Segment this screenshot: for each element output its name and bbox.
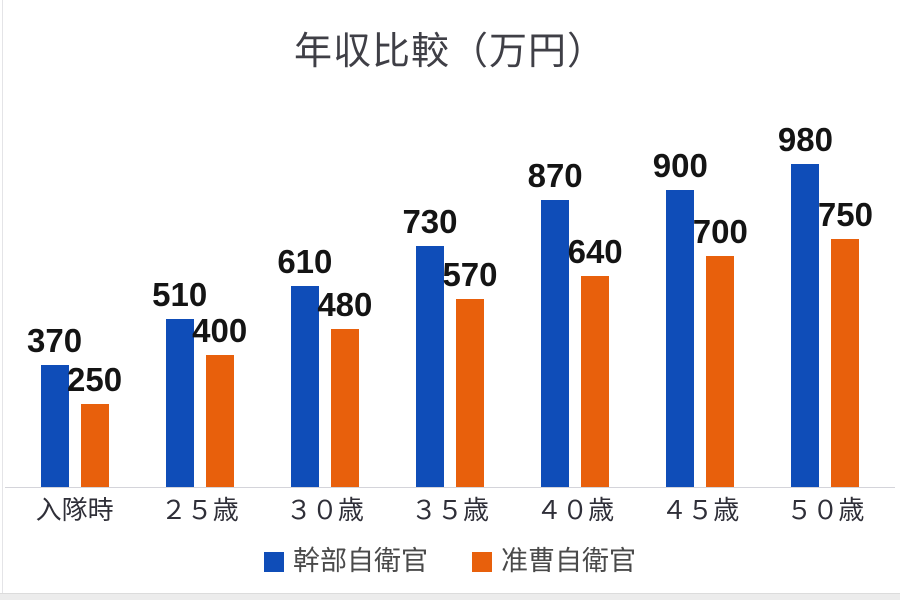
category-slot: 980 750 <box>763 0 888 487</box>
bar-value-label: 400 <box>192 312 248 349</box>
bar-pair: 610 480 <box>277 245 372 487</box>
bar-value-label: 480 <box>317 286 373 323</box>
legend-label: 准曹自衛官 <box>501 546 636 576</box>
bar-value-label: 870 <box>527 157 583 194</box>
legend-label: 幹部自衛官 <box>293 546 428 576</box>
bar-series-0: 370 <box>27 324 82 487</box>
bar-pair: 730 570 <box>402 205 498 487</box>
bar-value-label: 250 <box>67 361 123 398</box>
legend-item-enlisted: 准曹自衛官 <box>472 548 636 575</box>
legend: 幹部自衛官 准曹自衛官 <box>0 548 900 575</box>
bar-series-1: 700 <box>693 215 748 487</box>
legend-swatch-blue-icon <box>264 551 284 572</box>
bar-series-0: 730 <box>402 205 458 487</box>
x-axis-label: ２５歳 <box>160 495 239 525</box>
bar-value-label: 900 <box>652 147 708 184</box>
x-axis-label: ５０歳 <box>786 495 865 525</box>
category-slot: 870 640 <box>513 0 638 487</box>
x-axis-label: ４０歳 <box>536 495 615 525</box>
bar-series-1: 400 <box>192 314 247 487</box>
bar-series-0: 980 <box>778 123 833 487</box>
category-slot: 730 570 <box>387 0 512 487</box>
bar-pair: 900 700 <box>653 149 748 487</box>
bar-pair: 510 400 <box>152 278 247 487</box>
bar-value-label: 570 <box>442 256 498 293</box>
category-slot: 610 480 <box>262 0 387 487</box>
bar-value-label: 610 <box>277 243 333 280</box>
plot-area: 370 250 510 400 610 480 730 570 870 640 900 700 980 7… <box>12 0 888 487</box>
bar-value-label: 730 <box>402 203 458 240</box>
bar-series-0: 900 <box>653 149 708 487</box>
bar-value-label: 980 <box>777 121 833 158</box>
category-slot: 900 700 <box>638 0 763 487</box>
bar-value-label: 640 <box>567 233 623 270</box>
x-axis-label: ３５歳 <box>410 495 489 525</box>
footer-strip <box>0 593 900 600</box>
x-axis-label: 入隊時 <box>35 495 114 525</box>
left-edge-divider <box>2 0 3 593</box>
bar-series-1: 480 <box>317 288 372 487</box>
bar-value-label: 750 <box>817 196 873 233</box>
bar-series-1: 570 <box>442 258 498 487</box>
bar-series-0: 510 <box>152 278 207 487</box>
bar-series-0: 610 <box>277 245 332 487</box>
x-axis-label: ４５歳 <box>661 495 740 525</box>
bar-value-label: 370 <box>27 322 83 359</box>
bar-value-label: 700 <box>692 213 748 250</box>
bar-series-1: 750 <box>818 198 873 487</box>
x-axis-labels: 入隊時 ２５歳 ３０歳 ３５歳 ４０歳 ４５歳 ５０歳 <box>12 496 888 525</box>
x-axis-label: ３０歳 <box>285 495 364 525</box>
chart-title: 年収比較（万円） <box>293 31 606 73</box>
bar-pair: 870 640 <box>528 159 623 487</box>
legend-item-officer: 幹部自衛官 <box>264 548 428 575</box>
bar-pair: 370 250 <box>27 324 122 487</box>
bar-series-1: 640 <box>568 235 623 487</box>
legend-swatch-orange-icon <box>472 551 492 572</box>
x-axis-line <box>5 487 895 488</box>
bar-series-0: 870 <box>528 159 583 487</box>
bar-series-1: 250 <box>67 363 122 487</box>
bar-value-label: 510 <box>152 276 208 313</box>
category-slot: 510 400 <box>137 0 262 487</box>
category-slot: 370 250 <box>12 0 137 487</box>
bar-pair: 980 750 <box>778 123 873 487</box>
